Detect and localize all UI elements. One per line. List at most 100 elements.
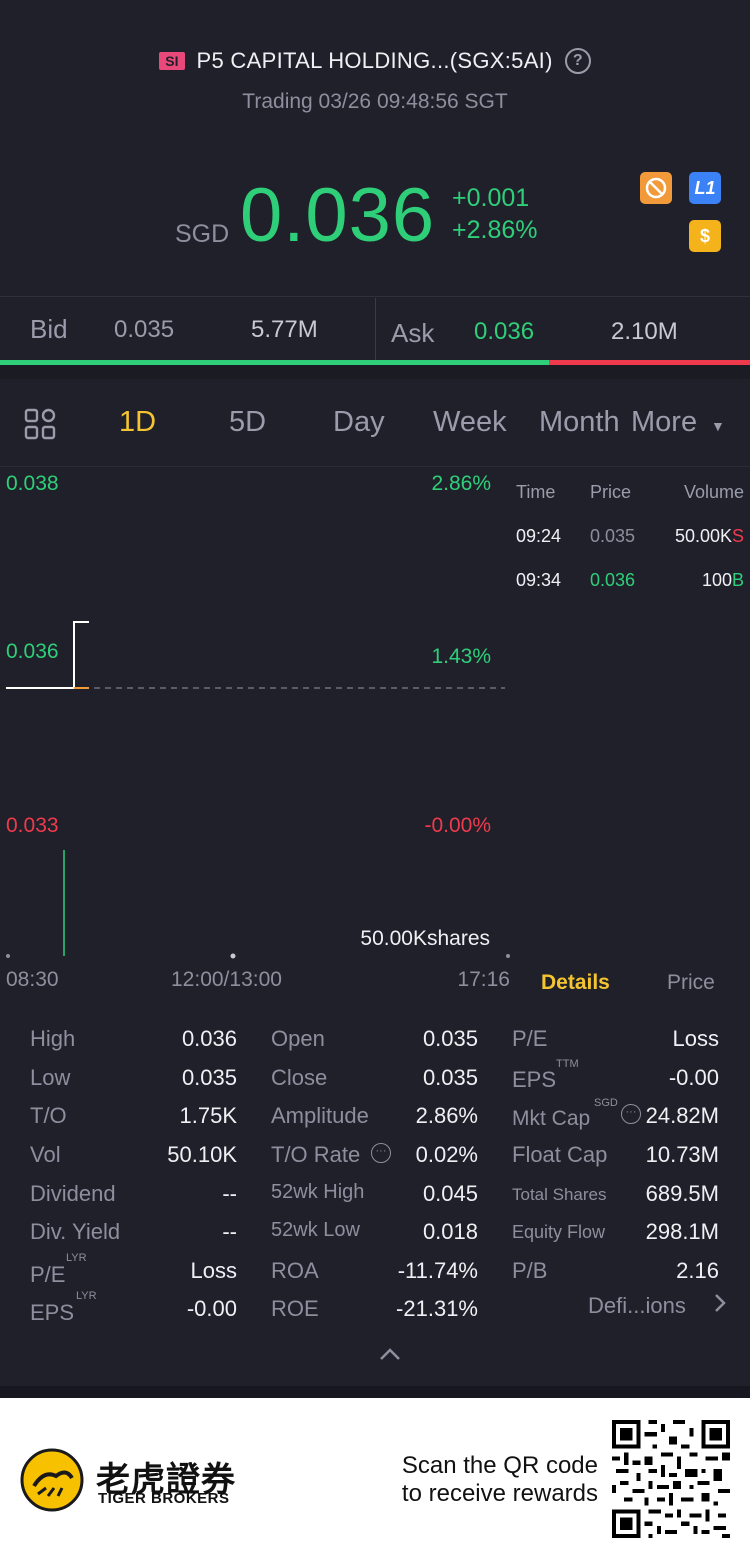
detail-label: P/E	[30, 1262, 66, 1287]
detail-value: 50.10K	[167, 1142, 237, 1167]
title-row: SI P5 CAPITAL HOLDING...(SGX:5AI) ?	[0, 44, 750, 78]
trade-row-price: 0.036	[590, 570, 636, 590]
tab-price[interactable]: Price	[667, 971, 715, 994]
detail-value: 298.1M	[645, 1219, 719, 1244]
tab-5d[interactable]: 5D	[229, 406, 267, 438]
trades-header-time: Time	[516, 482, 556, 502]
detail-label: 52wk High	[271, 1181, 365, 1203]
detail-label: Div. Yield	[30, 1219, 121, 1244]
detail-label: Mkt Cap	[512, 1107, 591, 1130]
detail-label: T/O Rate	[271, 1142, 361, 1167]
chevron-down-icon[interactable]: ▼	[711, 418, 725, 434]
currency-label: SGD	[175, 220, 230, 248]
trade-row-side: B	[732, 570, 745, 590]
ask-label: Ask	[391, 318, 435, 348]
trade-row-volume: 100	[701, 570, 732, 590]
ask-size: 2.10M	[611, 318, 678, 345]
detail-label: Total Shares	[512, 1185, 607, 1204]
brand-name-cn: 老虎證券	[96, 1460, 236, 1500]
pct-tick-label-top: 2.86%	[431, 472, 491, 495]
promo-line-1: Scan the QR code	[401, 1452, 598, 1479]
detail-label: P/B	[512, 1258, 548, 1283]
detail-value: -21.31%	[396, 1296, 478, 1321]
detail-label: Vol	[30, 1142, 61, 1167]
detail-value: 2.16	[676, 1258, 719, 1283]
axis-dot-left	[6, 954, 10, 958]
detail-value: -11.74%	[397, 1258, 478, 1283]
detail-sup: SGD	[594, 1097, 618, 1109]
level1-icon[interactable]: L1	[689, 172, 721, 204]
detail-label: High	[30, 1026, 76, 1051]
promo-line-2: to receive rewards	[401, 1480, 598, 1507]
detail-value: 0.035	[181, 1065, 237, 1090]
detail-label: Close	[271, 1065, 328, 1090]
pct-tick-label-mid: 1.43%	[431, 645, 491, 668]
detail-value: --	[222, 1219, 237, 1244]
detail-label: T/O	[30, 1103, 67, 1128]
qr-code-icon[interactable]	[612, 1420, 730, 1543]
bid-strength-bar	[0, 360, 549, 365]
x-tick-label-open: 08:30	[6, 968, 59, 991]
detail-value: 2.86%	[415, 1103, 478, 1128]
detail-value: 0.018	[422, 1219, 478, 1244]
tab-1d[interactable]: 1D	[119, 406, 157, 438]
grid-icon[interactable]	[24, 408, 56, 445]
detail-value: -0.00	[186, 1296, 237, 1321]
price-line	[6, 621, 89, 689]
detail-value: 0.036	[181, 1026, 237, 1051]
price-change: +0.001	[452, 184, 530, 212]
detail-label: Open	[271, 1026, 325, 1051]
detail-value: 24.82M	[645, 1103, 719, 1128]
detail-value: 689.5M	[645, 1181, 719, 1206]
tab-more[interactable]: More	[631, 406, 698, 438]
tab-details[interactable]: Details	[541, 971, 610, 994]
axis-dot-right	[506, 954, 510, 958]
trade-row-price: 0.035	[590, 526, 636, 546]
x-tick-label-lunch: 12:00/13:00	[171, 968, 282, 991]
info-icon[interactable]: ···	[621, 1104, 641, 1124]
dollar-icon[interactable]: $	[689, 220, 721, 252]
detail-value: 0.035	[422, 1026, 478, 1051]
price-change-percent: +2.86%	[452, 216, 538, 244]
detail-label: P/E	[512, 1026, 548, 1051]
y-tick-label-bottom: 0.033	[6, 814, 59, 837]
tiger-logo-icon	[20, 1448, 84, 1517]
detail-label: Dividend	[30, 1181, 116, 1206]
bid-size: 5.77M	[251, 316, 318, 343]
detail-label: Equity Flow	[512, 1222, 606, 1242]
detail-label: ROA	[271, 1258, 319, 1283]
chevron-up-icon[interactable]	[378, 1346, 402, 1367]
detail-value: Loss	[190, 1258, 237, 1283]
volume-label: 50.00Kshares	[360, 927, 490, 950]
detail-value: 0.045	[422, 1181, 478, 1206]
trade-row-volume: 50.00K	[674, 526, 732, 546]
info-icon[interactable]: ···	[371, 1143, 391, 1163]
detail-value: 10.73M	[645, 1142, 719, 1167]
bid-ask-panel[interactable]	[0, 296, 750, 360]
definitions-link[interactable]: Defi...ions	[588, 1293, 686, 1318]
chevron-right-icon[interactable]	[713, 1292, 727, 1319]
detail-label: ROE	[271, 1296, 319, 1321]
bid-price: 0.035	[114, 316, 175, 343]
trades-header-price: Price	[590, 482, 632, 502]
pct-tick-label-bottom: -0.00%	[424, 814, 491, 837]
ask-strength-bar	[549, 360, 750, 365]
exchange-badge: SI	[159, 52, 185, 70]
tab-month[interactable]: Month	[539, 406, 620, 438]
section-gap	[0, 365, 750, 379]
intraday-chart[interactable]	[0, 466, 510, 966]
detail-label: 52wk Low	[271, 1219, 360, 1241]
bid-label: Bid	[30, 314, 68, 344]
ask-price: 0.036	[474, 318, 535, 345]
help-icon[interactable]: ?	[564, 48, 591, 74]
detail-value: -0.00	[668, 1065, 719, 1090]
tab-day[interactable]: Day	[333, 406, 385, 438]
last-price: 0.036	[240, 173, 436, 258]
no-short-icon[interactable]	[640, 172, 672, 204]
tab-week[interactable]: Week	[433, 406, 507, 438]
detail-label: EPS	[30, 1300, 75, 1325]
detail-value: 0.035	[422, 1065, 478, 1090]
detail-value: Loss	[672, 1026, 719, 1051]
detail-label: Low	[30, 1065, 71, 1090]
stock-title: P5 CAPITAL HOLDING...(SGX:5AI)	[196, 48, 553, 73]
